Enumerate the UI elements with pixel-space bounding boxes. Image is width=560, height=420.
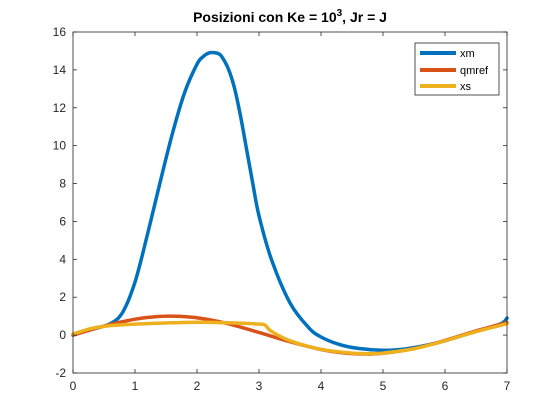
x-tick-label: 2 — [194, 379, 201, 393]
legend-label-xs: xs — [460, 81, 472, 93]
x-tick-label: 6 — [442, 379, 449, 393]
chart-title-prefix: Posizioni con Ke = 10 — [193, 9, 337, 25]
legend-label-xm: xm — [460, 48, 475, 60]
chart-title: Posizioni con Ke = 103, Jr = J — [193, 8, 387, 25]
y-tick-label: 0 — [59, 328, 66, 342]
series-line-xm — [71, 50, 509, 353]
y-tick-label: 4 — [59, 252, 66, 266]
y-tick-label: 12 — [53, 101, 67, 115]
axes-box — [72, 31, 508, 374]
legend-label-qmref: qmref — [460, 65, 489, 77]
series-line-xs — [71, 320, 509, 356]
chart-title-suffix: , Jr = J — [342, 9, 387, 25]
legend: xm qmref xs — [414, 42, 500, 96]
y-tick-label: 2 — [59, 290, 66, 304]
y-tick-label: 8 — [59, 177, 66, 191]
x-tick-label: 0 — [70, 379, 77, 393]
y-tick-label: 10 — [53, 139, 67, 153]
y-tick-label: 16 — [53, 25, 67, 39]
y-tick-label: -2 — [55, 366, 66, 380]
series-layer — [71, 50, 509, 356]
x-tick-label: 5 — [380, 379, 387, 393]
y-tick-label: 14 — [53, 63, 67, 77]
x-tick-label: 1 — [132, 379, 139, 393]
chart-title-superscript: 3 — [337, 8, 343, 19]
x-tick-label: 4 — [318, 379, 325, 393]
y-tick-label: 6 — [59, 214, 66, 228]
x-tick-label: 3 — [256, 379, 263, 393]
x-tick-label: 7 — [504, 379, 511, 393]
